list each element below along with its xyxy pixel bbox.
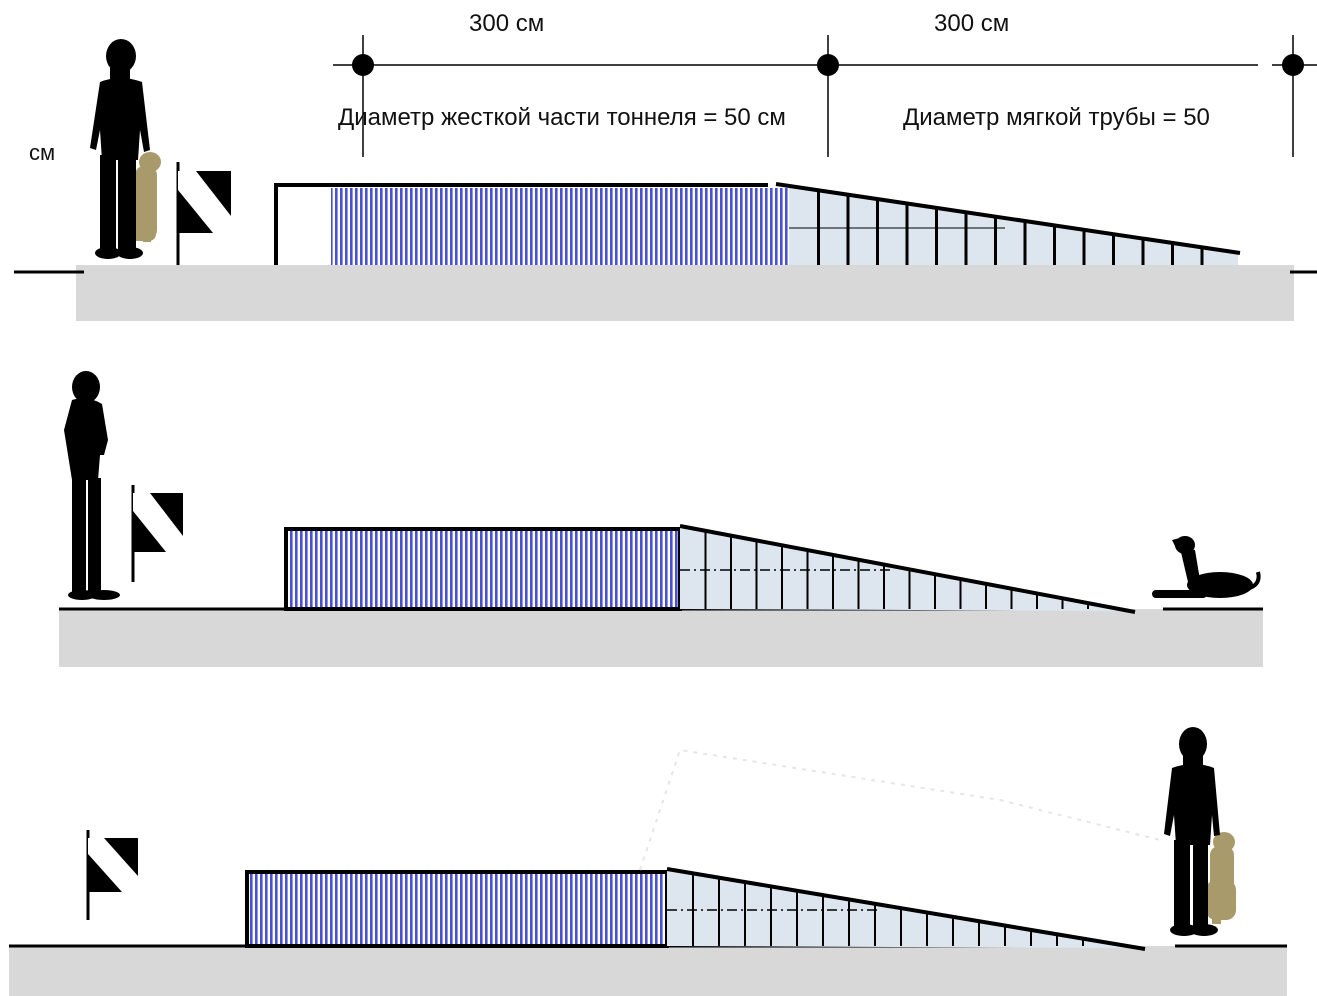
handler-silhouette-icon — [1164, 727, 1220, 936]
left-length-label: 300 см — [469, 10, 545, 37]
scene-1 — [14, 39, 1317, 321]
rigid-tunnel-3 — [245, 870, 669, 948]
checkered-flag-icon — [131, 485, 183, 582]
handler-silhouette-icon — [64, 371, 120, 600]
sitting-dog-icon — [1206, 832, 1236, 924]
checkered-flag-icon — [176, 162, 231, 265]
rigid-tunnel-1 — [331, 188, 789, 265]
soft-diameter-label: Диаметр мягкой трубы = 50 — [903, 104, 1210, 131]
rigid-tunnel-frame-1 — [274, 183, 740, 265]
scene-3 — [9, 727, 1287, 996]
handler-silhouette-icon — [90, 39, 150, 259]
rigid-diameter-label: Диаметр жесткой части тоннеля = 50 см — [338, 104, 786, 131]
ground-1 — [76, 265, 1294, 321]
dimension-line — [333, 35, 1317, 157]
soft-tube-1 — [789, 187, 1238, 265]
ground-2 — [59, 609, 1263, 667]
scene-2 — [59, 371, 1263, 667]
unit-fragment-label: см — [29, 140, 56, 165]
lying-dog-icon — [1152, 536, 1261, 598]
checkered-flag-icon — [86, 830, 138, 920]
ground-3 — [9, 946, 1287, 996]
right-length-label: 300 см — [934, 10, 1010, 37]
rigid-tunnel-2 — [284, 527, 682, 611]
